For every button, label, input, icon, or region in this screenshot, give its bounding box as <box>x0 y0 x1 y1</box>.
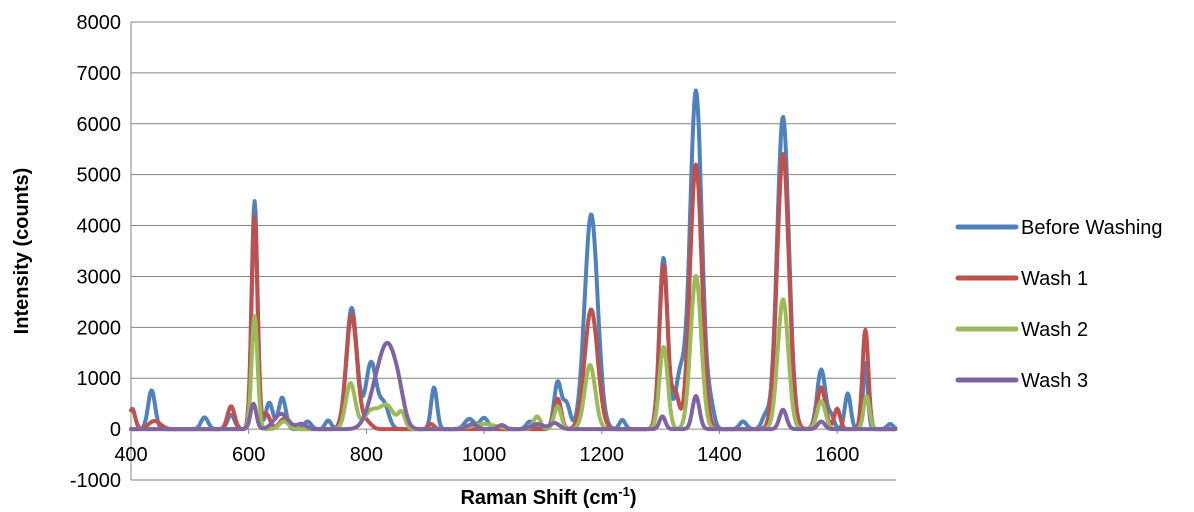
x-tick-labels: 400 600 800 1000 1200 1400 1600 <box>114 429 859 466</box>
y-tick-label: 0 <box>110 419 121 441</box>
x-tick-label: 600 <box>232 444 265 466</box>
y-tick-label: 8000 <box>77 12 122 34</box>
series-line-4 <box>129 340 898 432</box>
y-tick-label: 3000 <box>77 266 122 288</box>
y-tick-label: 2000 <box>77 317 122 339</box>
x-tick-label: 1000 <box>462 444 507 466</box>
legend-label: Wash 1 <box>1021 268 1088 290</box>
y-tick-label: 6000 <box>77 114 122 136</box>
series-lines <box>129 88 898 432</box>
x-tick-label: 400 <box>114 444 147 466</box>
legend-label: Before Washing <box>1021 217 1163 239</box>
legend-label: Wash 2 <box>1021 319 1088 341</box>
y-tick-label: 4000 <box>77 216 122 238</box>
x-tick-label: 1600 <box>815 444 860 466</box>
y-tick-label: -1000 <box>70 470 121 492</box>
y-axis-title: Intensity (counts) <box>11 168 33 335</box>
y-tick-label: 5000 <box>77 165 122 187</box>
series-line-2 <box>129 152 898 432</box>
series-line-3 <box>129 273 898 432</box>
legend: Before Washing Wash 1 Wash 2 Wash 3 <box>955 217 1163 392</box>
y-tick-label: 1000 <box>77 368 122 390</box>
x-axis-title: Raman Shift (cm-1) <box>460 484 636 509</box>
y-tick-labels: -1000 0 1000 2000 3000 4000 5000 6000 7000 8000 <box>70 12 121 492</box>
x-tick-label: 1200 <box>580 444 625 466</box>
x-tick-label: 1400 <box>697 444 742 466</box>
x-tick-label: 800 <box>350 444 383 466</box>
y-tick-label: 7000 <box>77 63 122 85</box>
legend-label: Wash 3 <box>1021 370 1088 392</box>
